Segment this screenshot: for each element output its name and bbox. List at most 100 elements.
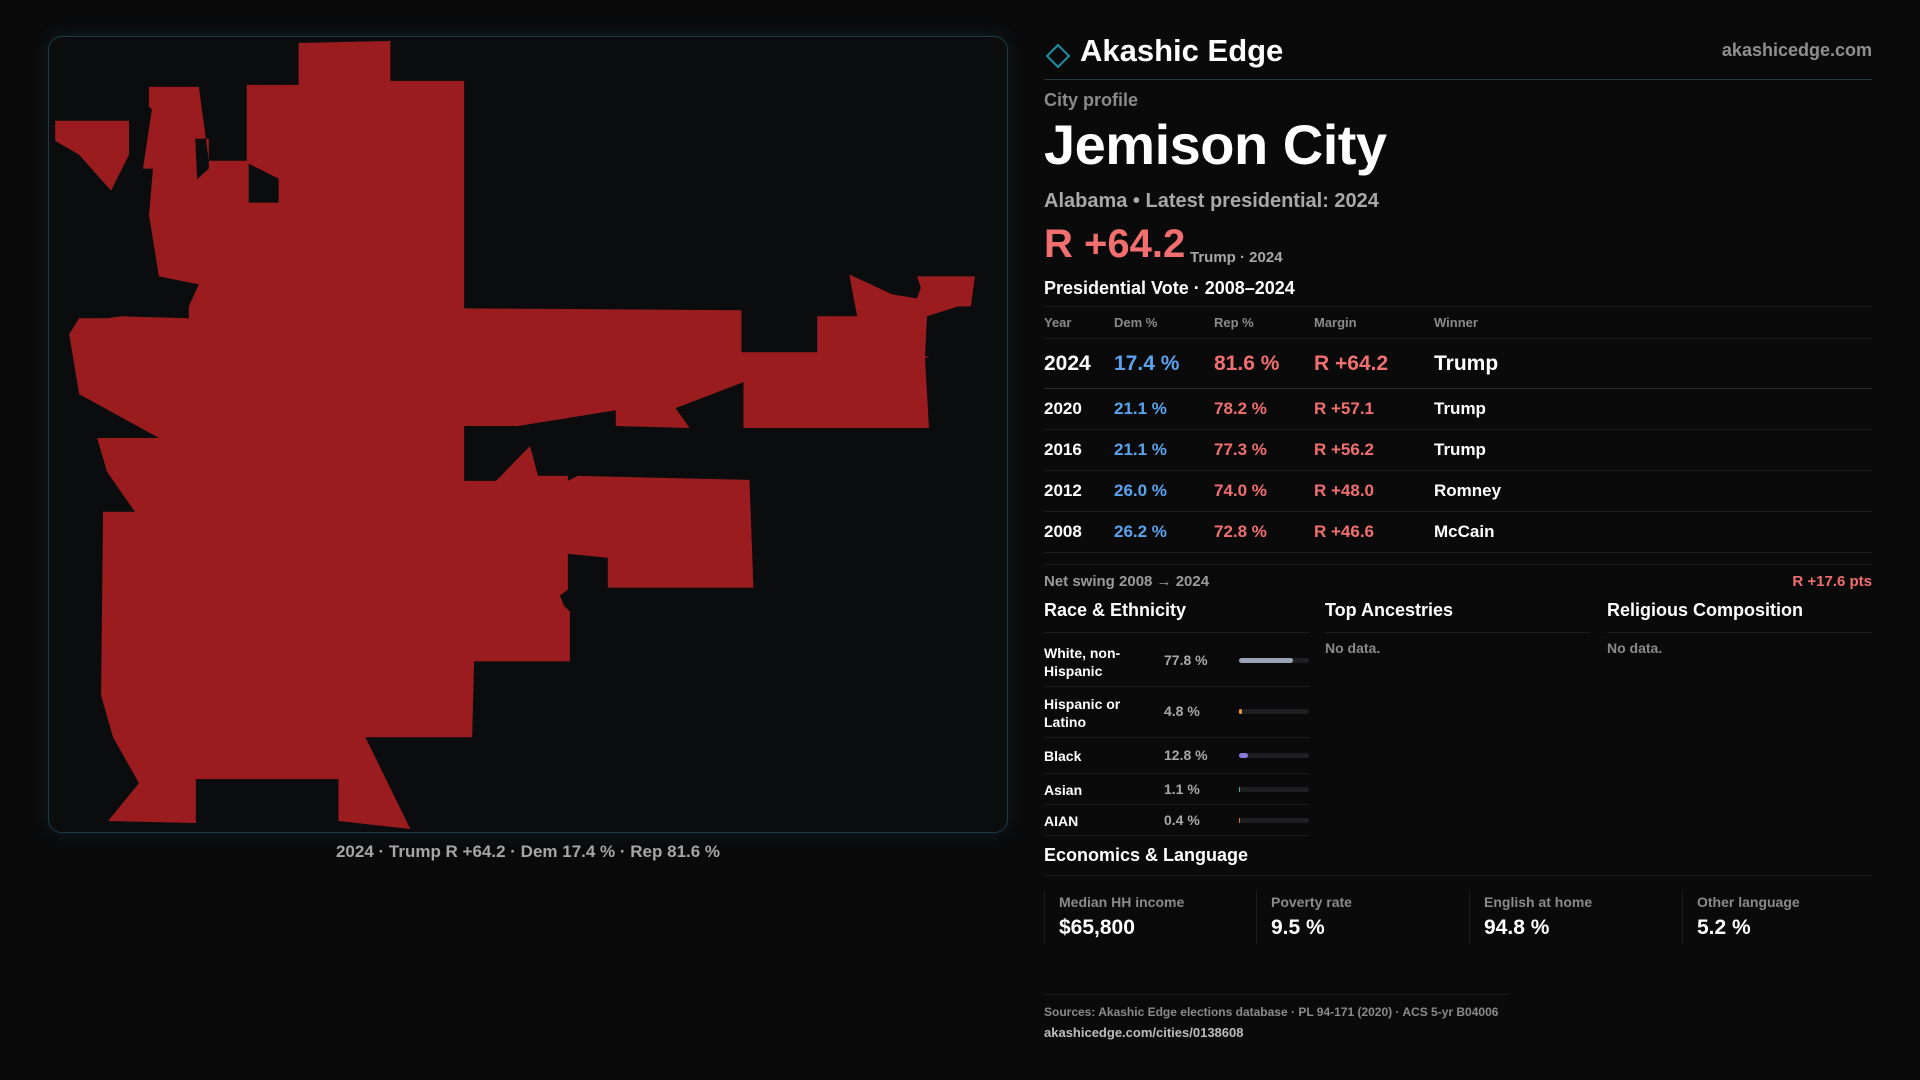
- list-item: Hispanic or Latino 4.8 %: [1044, 687, 1309, 738]
- map-caption: 2024 · Trump R +64.2 · Dem 17.4 % · Rep …: [335, 842, 721, 861]
- col-header-rep: Rep %: [1214, 306, 1314, 339]
- brand-name: Akashic Edge: [1080, 33, 1284, 68]
- cell-margin: R +56.2: [1314, 429, 1434, 471]
- stat-value: 9.5 %: [1271, 916, 1325, 939]
- race-label: AIAN: [1044, 813, 1079, 829]
- table-row: 2024 17.4 % 81.6 % R +64.2 Trump: [1044, 338, 1872, 389]
- race-bar-fill: [1239, 709, 1243, 714]
- cell-winner: Romney: [1434, 470, 1872, 512]
- vote-table-title: Presidential Vote · 2008–2024: [1044, 278, 1295, 298]
- cell-rep: 77.3 %: [1214, 429, 1314, 471]
- race-bar-track: [1239, 709, 1309, 714]
- net-swing-label: Net swing 2008 → 2024: [1044, 573, 1210, 590]
- stat-other-language: Other language 5.2 %: [1682, 890, 1872, 944]
- economics-section-title: Economics & Language: [1044, 845, 1249, 865]
- vote-table: Year Dem % Rep % Margin Winner 2024 17.4…: [1044, 306, 1872, 553]
- stat-median-income: Median HH income $65,800: [1044, 890, 1256, 944]
- stat-label: Median HH income: [1059, 894, 1185, 910]
- race-pct: 4.8 %: [1164, 703, 1200, 719]
- stat-poverty-rate: Poverty rate 9.5 %: [1256, 890, 1468, 944]
- religion-empty-text: No data.: [1607, 640, 1663, 656]
- page-subtitle: Alabama • Latest presidential: 2024: [1044, 190, 1379, 212]
- cell-margin: R +48.0: [1314, 470, 1434, 512]
- sources-footer: Sources: Akashic Edge elections database…: [1044, 994, 1509, 1040]
- cell-margin: R +64.2: [1314, 338, 1434, 389]
- cell-dem: 17.4 %: [1114, 338, 1214, 389]
- cell-dem: 26.0 %: [1114, 470, 1214, 512]
- cell-rep: 81.6 %: [1214, 338, 1314, 389]
- city-boundary-map[interactable]: [48, 36, 1008, 833]
- race-pct: 1.1 %: [1164, 781, 1200, 797]
- diamond-logo-icon: [1046, 44, 1070, 68]
- race-bar-track: [1239, 818, 1309, 823]
- race-label: Hispanic or Latino: [1044, 696, 1121, 730]
- cell-winner: Trump: [1434, 338, 1872, 389]
- economics-section-header: Economics & Language: [1044, 845, 1872, 876]
- stat-label: Poverty rate: [1271, 894, 1352, 910]
- race-label: Black: [1044, 748, 1082, 764]
- ancestries-section-header: Top Ancestries: [1325, 600, 1590, 633]
- stat-english-at-home: English at home 94.8 %: [1469, 890, 1681, 944]
- permalink-link[interactable]: akashicedge.com/cities/0138608: [1044, 1025, 1244, 1040]
- headline-margin: R +64.2: [1044, 222, 1186, 266]
- cell-year: 2020: [1044, 388, 1114, 430]
- stat-label: English at home: [1484, 894, 1593, 910]
- race-pct: 77.8 %: [1164, 652, 1208, 668]
- list-item: AIAN 0.4 %: [1044, 805, 1309, 836]
- stat-value: $65,800: [1059, 916, 1135, 939]
- race-section-header: Race & Ethnicity: [1044, 600, 1309, 633]
- table-row: 2020 21.1 % 78.2 % R +57.1 Trump: [1044, 388, 1872, 430]
- cell-rep: 72.8 %: [1214, 511, 1314, 553]
- race-label: Asian: [1044, 782, 1083, 798]
- table-row: 2016 21.1 % 77.3 % R +56.2 Trump: [1044, 429, 1872, 471]
- race-bar-fill: [1239, 787, 1240, 792]
- cell-rep: 74.0 %: [1214, 470, 1314, 512]
- page-eyebrow: City profile: [1044, 90, 1139, 110]
- brand-url-link[interactable]: akashicedge.com: [1721, 40, 1872, 60]
- cell-rep: 78.2 %: [1214, 388, 1314, 430]
- race-bar-track: [1239, 753, 1309, 758]
- stat-label: Other language: [1697, 894, 1800, 910]
- race-list: White, non-Hispanic 77.8 % Hispanic or L…: [1044, 636, 1309, 836]
- table-row: 2012 26.0 % 74.0 % R +48.0 Romney: [1044, 470, 1872, 512]
- page-title: Jemison City: [1044, 113, 1387, 176]
- list-item: Black 12.8 %: [1044, 738, 1309, 774]
- cell-dem: 26.2 %: [1114, 511, 1214, 553]
- brand-header: Akashic Edge akashicedge.com: [1044, 30, 1872, 80]
- cell-year: 2024: [1044, 338, 1114, 389]
- cell-year: 2008: [1044, 511, 1114, 553]
- col-header-year: Year: [1044, 306, 1114, 339]
- race-bar-fill: [1239, 658, 1294, 663]
- cell-winner: Trump: [1434, 388, 1872, 430]
- cell-winner: Trump: [1434, 429, 1872, 471]
- col-header-dem: Dem %: [1114, 306, 1214, 339]
- col-header-winner: Winner: [1434, 306, 1872, 339]
- profile-panel: Akashic Edge akashicedge.com City profil…: [1044, 0, 1872, 1080]
- stat-value: 5.2 %: [1697, 916, 1751, 939]
- cell-year: 2016: [1044, 429, 1114, 471]
- cell-margin: R +46.6: [1314, 511, 1434, 553]
- race-bar-track: [1239, 658, 1309, 663]
- vote-table-header-row: Year Dem % Rep % Margin Winner: [1044, 306, 1872, 339]
- city-boundary-shape: [55, 40, 975, 830]
- race-section-title: Race & Ethnicity: [1044, 600, 1187, 620]
- list-item: Asian 1.1 %: [1044, 774, 1309, 805]
- ancestries-empty-text: No data.: [1325, 640, 1381, 656]
- cell-winner: McCain: [1434, 511, 1872, 553]
- sources-text: Sources: Akashic Edge elections database…: [1044, 1005, 1499, 1019]
- headline-margin-note: Trump · 2024: [1190, 249, 1283, 266]
- religion-section-header: Religious Composition: [1607, 600, 1872, 633]
- cell-margin: R +57.1: [1314, 388, 1434, 430]
- race-pct: 0.4 %: [1164, 812, 1200, 828]
- cell-dem: 21.1 %: [1114, 388, 1214, 430]
- city-boundary-svg: [55, 40, 975, 830]
- col-header-margin: Margin: [1314, 306, 1434, 339]
- table-row: 2008 26.2 % 72.8 % R +46.6 McCain: [1044, 511, 1872, 553]
- race-bar-fill: [1239, 818, 1240, 823]
- cell-dem: 21.1 %: [1114, 429, 1214, 471]
- religion-section-title: Religious Composition: [1607, 600, 1803, 620]
- net-swing-value: R +17.6 pts: [1792, 573, 1872, 590]
- economics-stats: Median HH income $65,800 Poverty rate 9.…: [1044, 890, 1872, 944]
- net-swing-row: Net swing 2008 → 2024 R +17.6 pts: [1044, 564, 1872, 600]
- list-item: White, non-Hispanic 77.8 %: [1044, 636, 1309, 687]
